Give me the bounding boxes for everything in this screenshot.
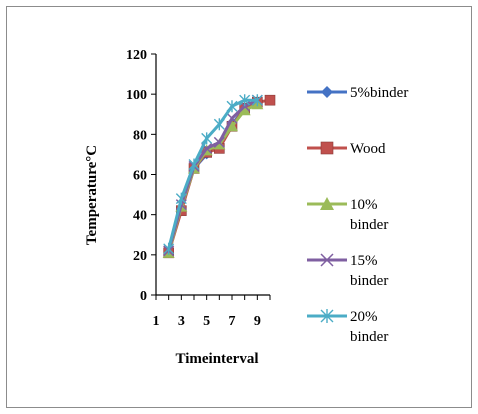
legend-marker xyxy=(320,197,334,210)
data-point xyxy=(213,136,225,148)
legend-label: 10% binder xyxy=(350,197,388,233)
legend-marker xyxy=(320,309,334,323)
data-point xyxy=(251,94,263,107)
legend-label: 5%binder xyxy=(350,85,408,101)
legend-marker xyxy=(321,86,333,98)
x-axis-label: Timeinterval xyxy=(175,351,258,367)
series-line xyxy=(167,98,258,250)
series-5-binder xyxy=(163,97,263,258)
legend-entry: 15% binder xyxy=(307,253,388,289)
data-point xyxy=(239,94,251,107)
series-layer xyxy=(162,94,276,259)
x-tick-label: 5 xyxy=(203,314,210,329)
legend-entry: 5%binder xyxy=(307,85,408,101)
series-20-binder xyxy=(163,94,263,255)
axes: 0 20 40 60 80 100 120 1 3 5 7 9 xyxy=(126,48,271,329)
legend-label: Wood xyxy=(350,141,386,157)
data-point xyxy=(264,94,276,106)
data-point xyxy=(201,132,213,145)
legend-marker xyxy=(320,141,334,155)
data-point xyxy=(213,118,225,131)
series-line xyxy=(167,100,258,254)
series-10-binder xyxy=(162,98,264,258)
legend: 5%binder Wood 10% binder 15% binder 20% binder xyxy=(307,85,408,345)
x-tick-label: 7 xyxy=(229,314,236,329)
y-tick-label: 80 xyxy=(133,128,147,143)
series-15-binder xyxy=(163,94,263,257)
data-point xyxy=(238,104,251,116)
legend-label: 15% binder xyxy=(350,253,388,289)
y-tick-label: 100 xyxy=(126,88,147,103)
data-point xyxy=(163,242,175,255)
legend-entry: Wood xyxy=(307,141,386,157)
legend-entry: 10% binder xyxy=(307,197,388,233)
y-tick-label: 20 xyxy=(133,249,147,264)
x-tick-label: 3 xyxy=(178,314,185,329)
y-tick-label: 0 xyxy=(140,289,147,304)
y-axis-label: Temperature°C xyxy=(84,145,100,245)
chart-frame: 0 20 40 60 80 100 120 1 3 5 7 9 5%binder Wood 10% bind… xyxy=(6,6,472,408)
series-line xyxy=(167,102,258,254)
legend-marker xyxy=(320,253,334,267)
legend-label: 20% binder xyxy=(350,309,388,345)
legend-entry: 20% binder xyxy=(307,309,388,345)
y-tick-label: 40 xyxy=(133,209,147,224)
data-point xyxy=(188,158,200,171)
y-tick-label: 60 xyxy=(133,169,147,184)
data-point xyxy=(226,112,238,124)
y-tick-label: 120 xyxy=(126,48,147,63)
x-tick-label: 1 xyxy=(153,314,160,329)
series-line xyxy=(167,98,258,252)
x-tick-label: 9 xyxy=(254,314,261,329)
data-point xyxy=(226,100,238,113)
line-chart: 0 20 40 60 80 100 120 1 3 5 7 9 5%binder Wood 10% bind… xyxy=(84,48,408,367)
data-point xyxy=(226,120,238,132)
data-point xyxy=(175,192,187,205)
